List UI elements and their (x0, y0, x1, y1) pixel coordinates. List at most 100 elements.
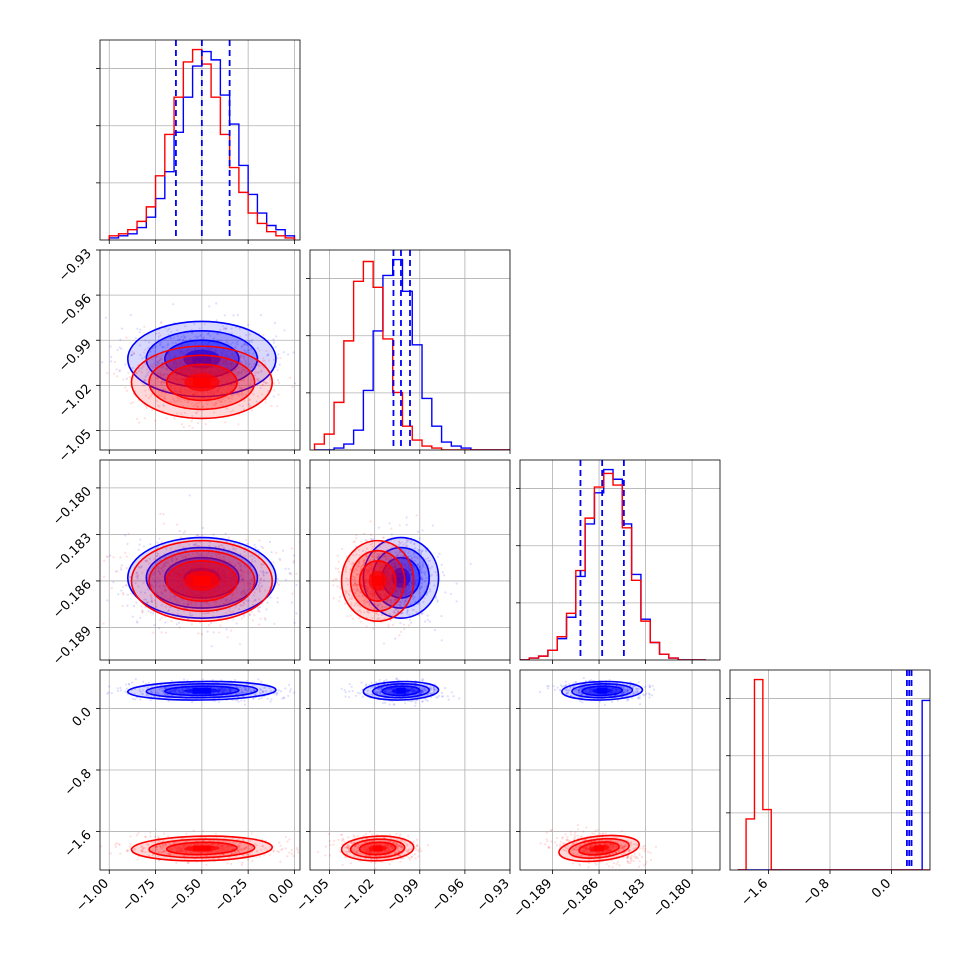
scatter-point-red (242, 570, 245, 574)
scatter-point-blue (151, 612, 155, 615)
scatter-point-red (185, 537, 188, 540)
scatter-point-red (363, 611, 366, 614)
scatter-point-blue (250, 578, 254, 581)
scatter-point-red (219, 400, 222, 403)
scatter-point-red (235, 851, 238, 854)
scatter-point-blue (424, 573, 427, 576)
scatter-point-blue (259, 386, 262, 390)
contour-line-red (165, 559, 238, 602)
scatter-point-blue (116, 348, 119, 352)
scatter-point-blue (118, 346, 121, 349)
scatter-point-red (235, 589, 238, 592)
scatter-point-blue (272, 395, 275, 398)
scatter-point-blue (146, 686, 149, 689)
scatter-point-blue (243, 688, 246, 691)
scatter-point-red (387, 625, 390, 628)
scatter-point-blue (188, 600, 191, 603)
scatter-point-red (250, 610, 253, 613)
scatter-point-blue (267, 353, 270, 356)
scatter-point-red (150, 563, 153, 566)
scatter-point-red (355, 585, 358, 588)
scatter-point-red (237, 568, 240, 571)
scatter-point-red (227, 604, 230, 607)
scatter-point-red (277, 850, 280, 854)
contour-line-red (358, 559, 397, 602)
scatter-point-red (249, 579, 253, 582)
scatter-point-red (273, 382, 276, 385)
scatter-point-red (408, 624, 411, 627)
scatter-point-red (171, 556, 174, 559)
scatter-point-blue (166, 686, 169, 689)
scatter-point-red (177, 365, 180, 368)
scatter-point-blue (392, 601, 396, 604)
scatter-point-red (207, 858, 211, 861)
scatter-point-blue (245, 343, 248, 346)
scatter-point-blue (163, 345, 166, 349)
scatter-point-blue (206, 403, 209, 406)
scatter-point-red (395, 596, 398, 599)
scatter-point-red (174, 598, 177, 601)
scatter-point-red (240, 863, 243, 866)
scatter-point-red (162, 373, 165, 376)
scatter-point-red (242, 574, 245, 577)
scatter-point-red (371, 555, 374, 558)
y-tick-label: −0.180 (50, 484, 95, 529)
scatter-point-red (353, 540, 357, 543)
scatter-point-blue (423, 580, 427, 583)
scatter-point-blue (144, 605, 147, 609)
scatter-point-blue (257, 678, 260, 681)
scatter-point-red (385, 557, 388, 560)
scatter-point-blue (443, 574, 446, 577)
scatter-point-blue (245, 679, 249, 683)
scatter-point-red (224, 396, 227, 399)
scatter-point-red (217, 545, 221, 548)
scatter-point-red (406, 572, 409, 575)
scatter-point-red (196, 360, 199, 363)
scatter-point-red (404, 600, 407, 603)
scatter-point-blue (240, 578, 243, 582)
scatter-point-red (376, 618, 379, 621)
scatter-point-red (191, 607, 194, 611)
scatter-point-red (133, 847, 136, 850)
scatter-point-red (366, 609, 369, 612)
scatter-point-red (155, 567, 158, 571)
scatter-point-red (355, 569, 359, 572)
scatter-point-blue (146, 601, 149, 605)
scatter-point-red (354, 602, 357, 605)
scatter-point-blue (420, 585, 423, 588)
scatter-point-blue (262, 571, 266, 574)
scatter-point-red (173, 417, 176, 420)
scatter-point-red (349, 567, 353, 570)
scatter-point-red (144, 394, 148, 397)
scatter-point-red (407, 539, 410, 542)
scatter-point-blue (135, 620, 138, 623)
scatter-point-red (161, 597, 164, 601)
scatter-point-red (203, 612, 207, 615)
scatter-point-red (367, 611, 370, 614)
scatter-point-blue (131, 697, 135, 701)
scatter-point-blue (160, 567, 164, 571)
scatter-point-red (403, 593, 406, 597)
scatter-point-red (146, 843, 149, 846)
scatter-point-blue (90, 698, 92, 700)
scatter-point-red (239, 355, 242, 358)
scatter-point-red (174, 401, 177, 404)
scatter-point-blue (175, 601, 179, 604)
scatter-point-red (228, 561, 231, 564)
scatter-point-blue (248, 588, 251, 591)
scatter-point-blue (433, 584, 436, 587)
scatter-point-red (150, 595, 153, 598)
scatter-point-blue (206, 332, 210, 336)
scatter-point-red (238, 604, 242, 607)
scatter-point-red (227, 563, 230, 566)
scatter-point-red (399, 630, 403, 633)
scatter-point-blue (425, 593, 428, 596)
scatter-point-red (261, 844, 264, 848)
scatter-point-red (144, 389, 147, 392)
scatter-point-red (156, 380, 160, 383)
scatter-point-red (133, 352, 136, 355)
scatter-point-blue (208, 305, 211, 308)
scatter-point-red (211, 358, 214, 361)
scatter-point-red (344, 570, 348, 573)
scatter-point-red (226, 539, 229, 542)
